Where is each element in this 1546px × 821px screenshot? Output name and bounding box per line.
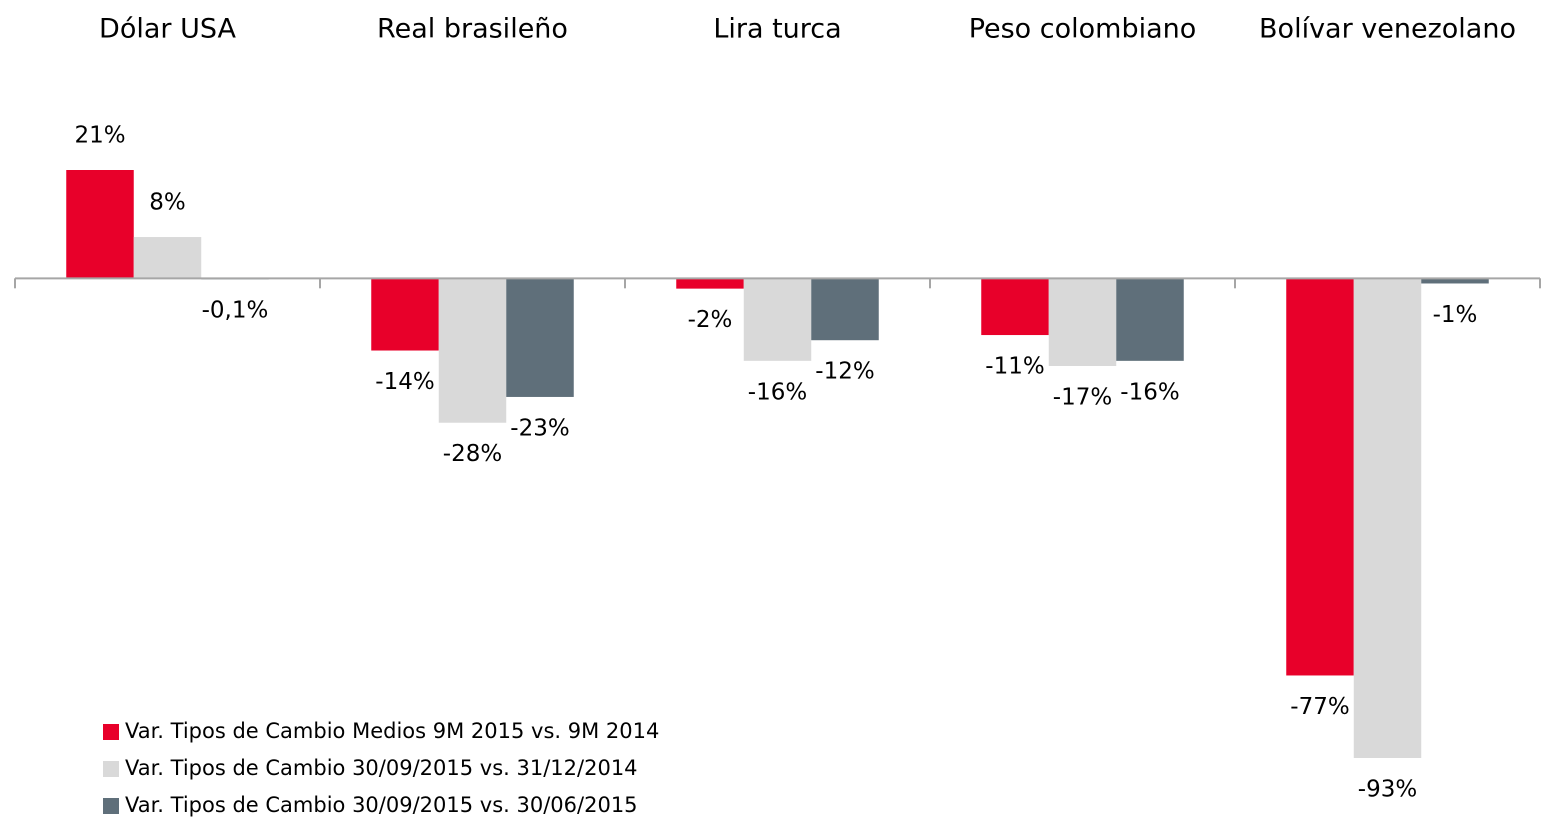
value-label: -77%: [1290, 694, 1349, 720]
bar: [1421, 278, 1489, 284]
legend-swatch: [103, 798, 119, 814]
value-label: 8%: [149, 190, 186, 216]
value-label: -28%: [443, 441, 502, 467]
bar: [371, 278, 439, 351]
category-label: Dólar USA: [99, 14, 236, 45]
legend-label: Var. Tipos de Cambio 30/09/2015 vs. 31/1…: [125, 756, 638, 780]
value-label: -14%: [375, 369, 434, 395]
category-label: Lira turca: [713, 14, 841, 45]
bar: [133, 237, 202, 279]
value-label: -16%: [1120, 379, 1179, 405]
value-label: -2%: [688, 307, 733, 333]
category-label: Real brasileño: [377, 14, 568, 45]
bar: [66, 170, 134, 279]
value-label: -23%: [510, 415, 569, 441]
value-label: -0,1%: [202, 297, 269, 323]
value-label: 21%: [74, 123, 125, 149]
value-label: -11%: [985, 354, 1044, 380]
bar: [438, 278, 507, 423]
value-label: -17%: [1053, 385, 1112, 411]
bar: [506, 278, 574, 397]
value-label: -12%: [815, 359, 874, 385]
bar: [1286, 278, 1354, 676]
value-label: -1%: [1433, 302, 1478, 328]
legend-label: Var. Tipos de Cambio 30/09/2015 vs. 30/0…: [125, 793, 638, 817]
value-label: -93%: [1358, 777, 1417, 803]
bar: [676, 278, 744, 289]
bar: [811, 278, 879, 341]
legend-swatch: [103, 761, 119, 777]
legend-label: Var. Tipos de Cambio Medios 9M 2015 vs. …: [125, 719, 659, 743]
bar: [743, 278, 812, 361]
bar: [981, 278, 1049, 336]
bar: [1048, 278, 1117, 366]
bar: [1353, 278, 1422, 758]
value-label: -16%: [748, 379, 807, 405]
legend-swatch: [103, 724, 119, 740]
bar: [1116, 278, 1184, 361]
category-label: Bolívar venezolano: [1259, 14, 1516, 45]
category-label: Peso colombiano: [969, 14, 1197, 45]
